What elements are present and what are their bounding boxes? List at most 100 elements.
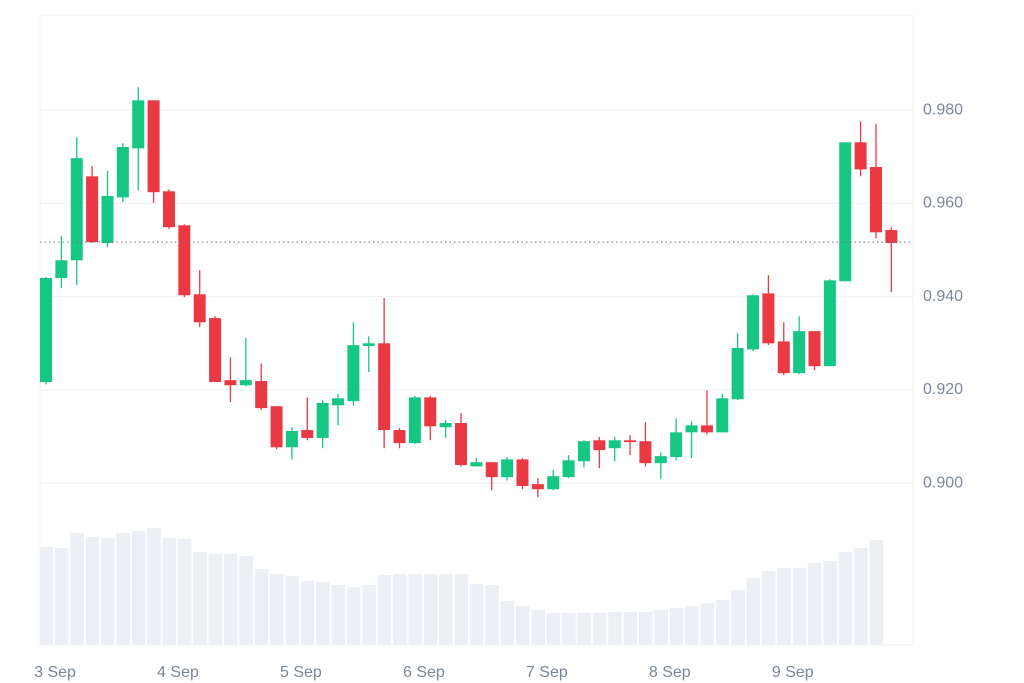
volume-bar — [162, 537, 177, 645]
candle-body — [378, 343, 391, 431]
candle-body — [332, 398, 345, 406]
y-tick-label: 0.920 — [923, 381, 963, 398]
volume-bar — [100, 537, 115, 645]
candle-body — [700, 425, 713, 433]
candle-body — [270, 406, 283, 448]
candle-body — [670, 432, 683, 458]
candle-body — [747, 295, 760, 350]
volume-bar — [147, 527, 161, 645]
x-tick-label: 8 Sep — [649, 664, 691, 681]
candle-body — [608, 440, 621, 449]
volume-bar — [838, 551, 853, 645]
volume-bar — [731, 589, 745, 645]
candle-body — [55, 260, 68, 279]
x-tick-label: 9 Sep — [772, 664, 814, 681]
candle-body — [101, 195, 114, 244]
volume-bar — [316, 581, 330, 645]
candle-body — [777, 341, 790, 374]
candle-body — [547, 476, 560, 490]
candle-body — [531, 484, 544, 490]
candle-body — [639, 441, 652, 464]
volume-bar — [869, 539, 884, 645]
volume-bar — [531, 609, 545, 645]
volume-bar — [700, 602, 715, 645]
volume-bar — [223, 553, 238, 645]
volume-bar — [592, 612, 607, 645]
candle-body — [839, 142, 852, 282]
volume-bar — [761, 570, 776, 645]
candle-body — [685, 425, 698, 433]
volume-bar — [562, 612, 576, 645]
candle-body — [654, 456, 667, 464]
candle-body — [593, 440, 606, 451]
candle-body — [147, 100, 160, 193]
volume-bar — [654, 609, 668, 645]
volume-bar — [408, 573, 422, 645]
volume-bar — [515, 605, 530, 645]
candle-body — [470, 462, 483, 467]
volume-bar — [116, 532, 130, 645]
volume-bar — [300, 580, 315, 645]
y-tick-label: 0.960 — [923, 195, 963, 212]
candle-body — [116, 146, 129, 198]
volume-bar — [54, 547, 69, 645]
candle-body — [624, 440, 637, 443]
candle-body — [808, 331, 821, 367]
candle-body — [439, 423, 452, 428]
candle-body — [301, 430, 314, 438]
candle-body — [577, 441, 590, 462]
volume-bar — [685, 605, 699, 645]
volume-bar — [746, 577, 761, 645]
volume-bar — [777, 567, 791, 645]
volume-bar — [193, 551, 207, 645]
volume-bar — [254, 568, 269, 645]
candle-body — [86, 176, 99, 243]
candle-body — [224, 380, 237, 386]
volume-bar — [208, 553, 223, 645]
candle-body — [501, 459, 514, 478]
candle-body — [793, 331, 806, 374]
volume-bar — [577, 612, 592, 645]
candle-body — [454, 423, 467, 465]
y-tick-label: 0.900 — [923, 474, 963, 491]
volume-bar — [792, 567, 807, 645]
volume-bar — [39, 546, 54, 645]
volume-bar — [270, 573, 284, 645]
volume-bar — [808, 562, 822, 645]
candle-body — [347, 345, 360, 402]
x-tick-label: 3 Sep — [34, 664, 76, 681]
candle-body — [716, 398, 729, 433]
candle-body — [762, 293, 775, 344]
x-tick-label: 5 Sep — [280, 664, 322, 681]
x-tick-label: 4 Sep — [157, 664, 199, 681]
candle-body — [162, 191, 175, 228]
candle-body — [854, 142, 867, 170]
volume-bar — [393, 573, 407, 645]
volume-bar — [500, 600, 515, 645]
candle-body — [132, 100, 145, 149]
candle-body — [562, 460, 575, 478]
candle-body — [869, 167, 882, 233]
volume-bar — [608, 611, 622, 645]
volume-bar — [638, 611, 653, 645]
volume-bar — [623, 611, 638, 645]
volume-bar — [331, 584, 346, 645]
volume-bar — [177, 538, 192, 645]
candle-body — [239, 380, 252, 386]
volume-bar — [285, 575, 300, 645]
candle-body — [285, 430, 298, 448]
y-tick-label: 0.980 — [923, 101, 963, 118]
volume-bar — [854, 547, 868, 645]
candle-body — [424, 397, 437, 427]
volume-bar — [439, 573, 453, 645]
candle-body — [316, 402, 329, 438]
volume-bar — [70, 532, 84, 645]
candle-body — [255, 381, 268, 409]
x-tick-label: 6 Sep — [403, 664, 445, 681]
candle-body — [485, 462, 498, 478]
volume-bar — [239, 555, 253, 645]
candle-body — [408, 397, 421, 444]
candle-body — [178, 225, 191, 296]
volume-bar — [454, 573, 469, 645]
candle-body — [823, 280, 836, 367]
